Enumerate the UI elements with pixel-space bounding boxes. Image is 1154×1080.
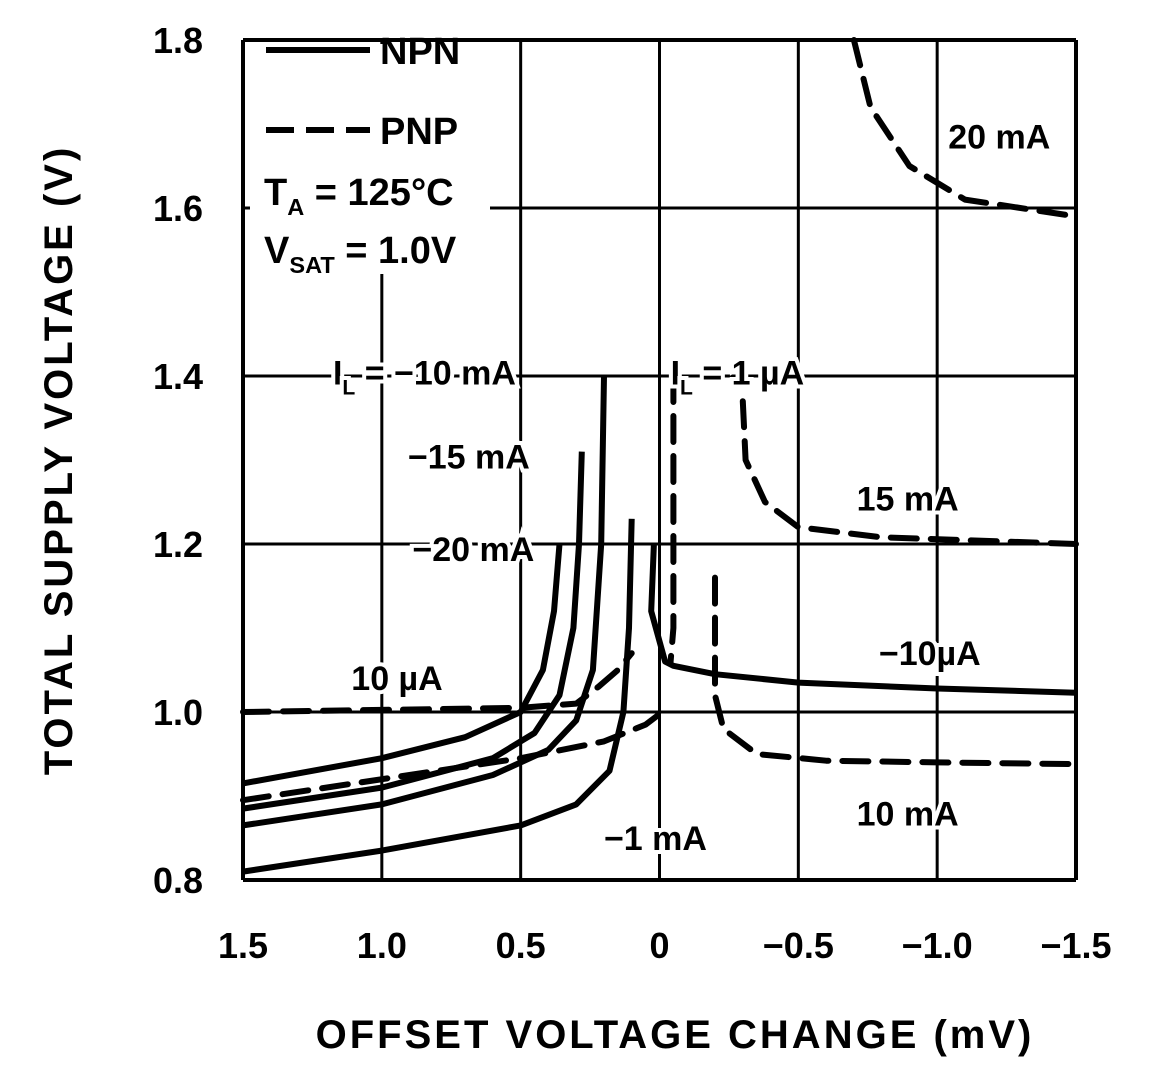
x-axis-label: OFFSET VOLTAGE CHANGE (mV)	[316, 1013, 1035, 1057]
tick-labels: 1.5 1.0 0.5 0 −0.5 −1.0 −1.5 0.8 1.0 1.2 1.4 1.6 1.8	[153, 20, 1112, 966]
legend-label: NPN	[380, 31, 460, 73]
x-tick-label: −0.5	[763, 925, 834, 966]
y-tick-label: 1.2	[153, 524, 203, 565]
legend-condition-sub: A	[287, 194, 304, 220]
y-axis-label: TOTAL SUPPLY VOLTAGE (V)	[37, 145, 81, 776]
x-tick-label: −1.5	[1040, 925, 1111, 966]
curve-label: IL = 1 µA	[671, 354, 805, 399]
curve-label: 10 mA	[857, 795, 959, 833]
y-tick-label: 1.6	[153, 188, 203, 229]
curve-label-main: 10 mA	[857, 795, 959, 833]
series-line-pnp	[850, 37, 1079, 220]
curve-label: −15 mA	[408, 438, 530, 476]
curve-label-rest: = −10 mA	[355, 354, 516, 392]
legend-condition: VSAT = 1.0V	[264, 230, 457, 278]
legend: NPN PNP TA = 125°C VSAT = 1.0V	[250, 31, 490, 278]
curve-label-main: 20 mA	[948, 118, 1050, 156]
curve-label-rest: = 1 µA	[693, 354, 804, 392]
x-tick-label: 1.0	[357, 925, 407, 966]
curve-label: 10 µA	[351, 660, 442, 698]
legend-condition-sub: SAT	[289, 252, 335, 278]
legend-condition-rest: = 1.0V	[335, 230, 457, 272]
y-tick-label: 0.8	[153, 860, 203, 901]
curve-label: 15 mA	[857, 480, 959, 518]
legend-background	[250, 44, 490, 274]
y-tick-label: 1.8	[153, 20, 203, 61]
curve-label: −1 mA	[604, 820, 707, 858]
curve-label: IL = −10 mA	[333, 354, 516, 399]
curve-label-main: 15 mA	[857, 480, 959, 518]
curve-label-main: I	[333, 354, 342, 392]
curve-label: −10µA	[879, 635, 981, 673]
y-tick-label: 1.4	[153, 356, 203, 397]
curve-label-main: 10 µA	[351, 660, 442, 698]
series-line-pnp	[712, 574, 1079, 768]
curve-label: 20 mA	[948, 118, 1050, 156]
series-line-npn	[242, 518, 635, 875]
curve-label-sub: L	[680, 376, 693, 399]
x-tick-label: 0	[649, 925, 669, 966]
series-line-pnp	[739, 398, 1079, 547]
curve-label-main: −20 mA	[412, 531, 534, 569]
series-layer	[240, 37, 1079, 875]
legend-condition-main: T	[264, 172, 287, 214]
curve-label-main: −15 mA	[408, 438, 530, 476]
series-line-npn	[242, 543, 563, 787]
series-line-npn	[648, 543, 1077, 696]
curve-label-sub: L	[342, 376, 355, 399]
series-line-pnp	[667, 373, 677, 665]
series-line-npn	[242, 451, 585, 812]
legend-condition-main: V	[264, 230, 290, 272]
x-tick-label: 1.5	[218, 925, 268, 966]
curve-label: −20 mA	[412, 531, 534, 569]
legend-condition-rest: = 125°C	[304, 172, 453, 214]
x-tick-label: 0.5	[496, 925, 546, 966]
series-line-npn	[242, 375, 607, 829]
legend-label: PNP	[380, 111, 458, 153]
legend-condition: TA = 125°C	[264, 172, 454, 220]
curve-label-main: I	[671, 354, 680, 392]
curve-label-main: −1 mA	[604, 820, 707, 858]
x-tick-label: −1.0	[902, 925, 973, 966]
curve-label-main: −10µA	[879, 635, 981, 673]
y-tick-label: 1.0	[153, 692, 203, 733]
series-line-pnp	[240, 709, 666, 804]
series-line-pnp	[240, 650, 635, 715]
